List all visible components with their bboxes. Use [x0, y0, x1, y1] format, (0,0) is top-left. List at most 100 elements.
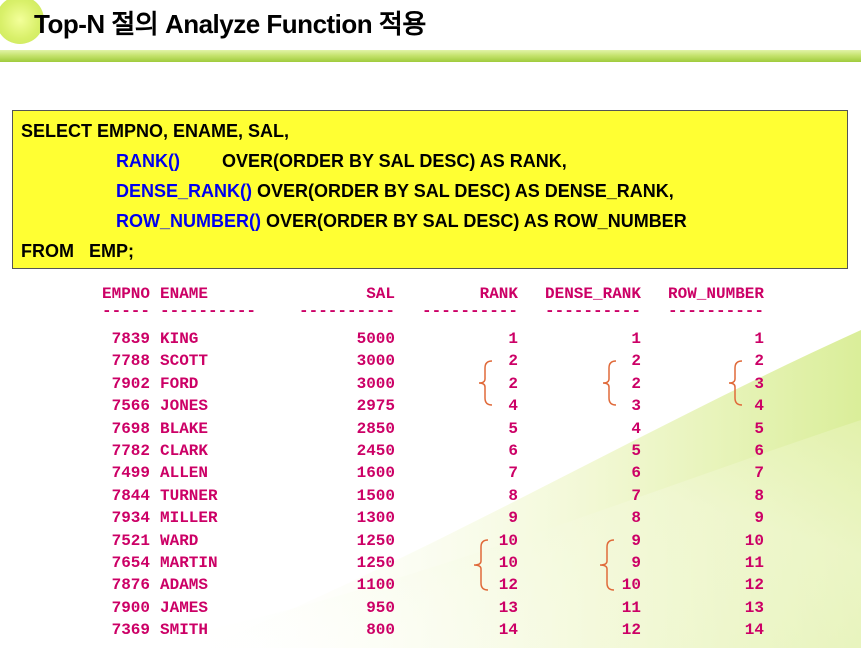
table-cell-dense-rank: 10 — [621, 576, 641, 595]
title-bullet-circle — [0, 0, 44, 44]
table-cell-ename: ALLEN — [160, 464, 209, 483]
page-title: Top-N 절의 Analyze Function 적용 — [34, 9, 426, 39]
column-separator-rank: ---------- — [421, 302, 518, 320]
sql-function-dense-rank: DENSE_RANK() — [116, 181, 253, 201]
column-separator-sal: ---------- — [298, 302, 395, 320]
table-cell-ename: MILLER — [160, 509, 218, 528]
table-cell-rank: 6 — [508, 442, 518, 460]
column-header-ename: ENAME — [160, 285, 209, 303]
table-cell-row-number: 10 — [744, 531, 764, 550]
table-cell-rank: 12 — [498, 576, 518, 595]
table-cell-empno: 7782 — [111, 442, 150, 460]
sql-line-dense-rank: DENSE_RANK() OVER(ORDER BY SAL DESC) AS … — [116, 180, 674, 202]
table-cell-ename: TURNER — [160, 486, 218, 505]
sql-over-rank: OVER(ORDER BY SAL DESC) AS RANK, — [221, 151, 567, 171]
brace-dense-rank-ties-1 — [602, 360, 617, 406]
column-separator-empno: ----- — [101, 302, 150, 320]
table-cell-dense-rank: 2 — [631, 374, 641, 393]
table-cell-row-number: 12 — [744, 576, 764, 595]
column-separator-row-number: ---------- — [667, 302, 764, 320]
sql-line-rank: RANK() OVER(ORDER BY SAL DESC) AS RANK, — [116, 150, 567, 172]
table-cell-row-number: 14 — [744, 621, 764, 640]
table-cell-row-number: 8 — [754, 486, 764, 505]
table-cell-rank: 2 — [508, 352, 518, 371]
table-cell-ename: KING — [160, 330, 199, 348]
table-cell-rank: 5 — [508, 419, 518, 438]
sql-line-select: SELECT EMPNO, ENAME, SAL, — [21, 121, 290, 141]
table-cell-sal: 1500 — [356, 486, 395, 505]
table-cell-empno: 7654 — [111, 554, 150, 572]
table-cell-rank: 7 — [508, 464, 518, 483]
table-cell-ename: FORD — [160, 374, 199, 393]
sql-code-box: SELECT EMPNO, ENAME, SAL, RANK() OVER(ORD… — [12, 110, 848, 269]
table-cell-rank: 2 — [508, 374, 518, 393]
query-result-table: EMPNO ENAME SAL RANK DENSE_RANK ROW_NUMBER ---… — [0, 284, 861, 644]
table-cell-ename: ADAMS — [160, 576, 209, 595]
table-cell-rank: 8 — [508, 486, 518, 505]
table-cell-sal: 5000 — [356, 330, 395, 348]
table-cell-row-number: 11 — [744, 554, 764, 572]
table-cell-sal: 3000 — [356, 374, 395, 393]
column-header-rank: RANK — [479, 285, 518, 303]
title-underline-bar — [0, 50, 861, 62]
table-cell-empno: 7698 — [111, 419, 150, 438]
table-cell-empno: 7521 — [111, 531, 150, 550]
brace-rank-ties-1 — [478, 360, 493, 406]
table-cell-dense-rank: 3 — [631, 397, 641, 416]
table-cell-dense-rank: 9 — [631, 554, 641, 572]
table-cell-rank: 9 — [508, 509, 518, 528]
table-cell-rank: 4 — [508, 397, 518, 416]
table-cell-empno: 7788 — [111, 352, 150, 371]
table-cell-sal: 1600 — [356, 464, 395, 483]
table-cell-empno: 7902 — [111, 374, 150, 393]
table-cell-sal: 800 — [366, 621, 395, 640]
table-cell-dense-rank: 1 — [631, 330, 641, 348]
table-cell-rank: 1 — [508, 330, 518, 348]
table-cell-empno: 7844 — [111, 486, 150, 505]
sql-function-rank: RANK() — [116, 151, 180, 171]
table-cell-rank: 10 — [498, 531, 518, 550]
sql-line-from: FROM EMP; — [21, 241, 134, 261]
column-separator-dense-rank: ---------- — [544, 302, 641, 320]
table-cell-ename: SMITH — [160, 621, 209, 640]
table-cell-dense-rank: 7 — [631, 486, 641, 505]
brace-row-number-1 — [728, 360, 743, 406]
brace-rank-ties-2 — [473, 539, 489, 591]
table-cell-ename: SCOTT — [160, 352, 209, 371]
table-cell-empno: 7566 — [111, 397, 150, 416]
table-cell-sal: 1300 — [356, 509, 395, 528]
table-cell-sal: 1100 — [356, 576, 395, 595]
column-header-empno: EMPNO — [101, 285, 150, 303]
brace-dense-rank-ties-2 — [599, 539, 615, 591]
table-cell-row-number: 4 — [754, 397, 764, 416]
table-cell-row-number: 9 — [754, 509, 764, 528]
column-header-sal: SAL — [366, 285, 395, 303]
table-cell-rank: 13 — [498, 598, 518, 617]
table-cell-empno: 7900 — [111, 598, 150, 617]
table-cell-rank: 14 — [498, 621, 518, 640]
sql-over-row-number: OVER(ORDER BY SAL DESC) AS ROW_NUMBER — [260, 211, 687, 231]
table-cell-dense-rank: 11 — [621, 598, 641, 617]
table-cell-row-number: 7 — [754, 464, 764, 483]
column-header-dense-rank: DENSE_RANK — [544, 285, 641, 303]
table-cell-empno: 7839 — [111, 330, 150, 348]
table-cell-dense-rank: 5 — [631, 442, 641, 460]
sql-function-row-number: ROW_NUMBER() — [116, 211, 261, 231]
table-cell-ename: WARD — [160, 531, 199, 550]
column-header-row-number: ROW_NUMBER — [667, 285, 764, 303]
table-cell-dense-rank: 8 — [631, 509, 641, 528]
table-cell-row-number: 5 — [754, 419, 764, 438]
table-cell-row-number: 6 — [754, 442, 764, 460]
table-cell-row-number: 3 — [754, 374, 764, 393]
table-cell-ename: JONES — [160, 397, 209, 416]
table-cell-ename: JAMES — [160, 598, 209, 617]
table-cell-sal: 1250 — [356, 531, 395, 550]
table-cell-row-number: 13 — [744, 598, 764, 617]
table-cell-sal: 950 — [366, 598, 395, 617]
table-cell-row-number: 2 — [754, 352, 764, 371]
table-cell-sal: 1250 — [356, 554, 395, 572]
table-cell-dense-rank: 6 — [631, 464, 641, 483]
table-cell-empno: 7499 — [111, 464, 150, 483]
column-separator-ename: ---------- — [160, 302, 257, 320]
